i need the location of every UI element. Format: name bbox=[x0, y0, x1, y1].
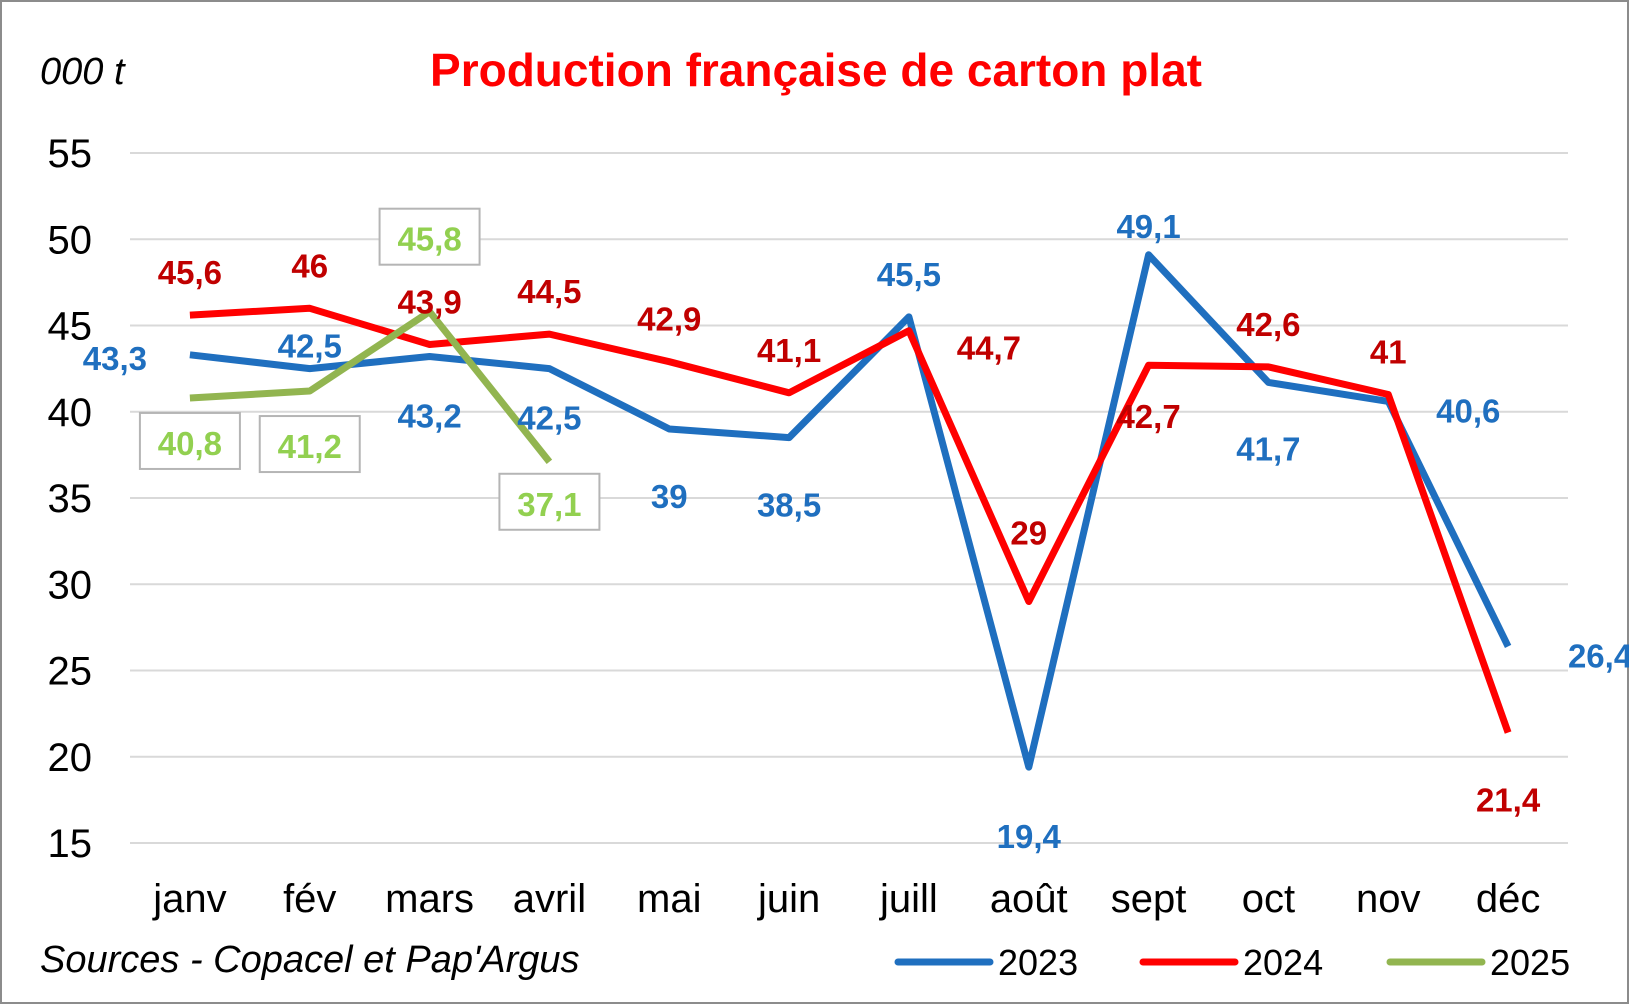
data-label-2025: 37,1 bbox=[517, 486, 581, 523]
y-tick-label: 30 bbox=[48, 563, 93, 607]
data-label-2023: 43,2 bbox=[397, 398, 461, 435]
x-tick-label: mars bbox=[385, 877, 474, 921]
chart-title: Production française de carton plat bbox=[430, 44, 1202, 96]
data-label-box bbox=[258, 415, 361, 474]
y-tick-label: 35 bbox=[48, 477, 93, 521]
x-tick-label: juill bbox=[879, 877, 938, 921]
data-label-2023: 42,5 bbox=[517, 400, 581, 437]
y-axis-ticks: 15 20 25 30 35 40 45 50 55 bbox=[48, 132, 93, 866]
data-label-2024: 41,1 bbox=[757, 332, 821, 369]
y-tick-label: 50 bbox=[48, 218, 93, 262]
data-label-2024: 44,7 bbox=[957, 330, 1021, 367]
x-tick-label: nov bbox=[1356, 877, 1421, 921]
series-line-2023 bbox=[189, 251, 1512, 771]
data-label-2023: 39 bbox=[651, 478, 688, 515]
data-label-2023: 42,5 bbox=[278, 328, 342, 365]
data-label-2024: 46 bbox=[291, 247, 328, 284]
x-tick-label: sept bbox=[1111, 877, 1187, 921]
data-label-2023: 45,5 bbox=[877, 256, 941, 293]
data-label-box bbox=[378, 207, 481, 266]
x-tick-label: avril bbox=[513, 877, 586, 921]
data-labels: 43,3 42,5 43,2 42,5 39 38,5 45,5 19,4 49,1 41,7 40… bbox=[83, 207, 1629, 855]
legend: 2023 2024 2025 bbox=[894, 942, 1570, 983]
data-label-2024: 29 bbox=[1010, 515, 1047, 552]
y-tick-label: 45 bbox=[48, 305, 93, 349]
data-label-2023: 40,6 bbox=[1436, 392, 1500, 429]
x-tick-label: janv bbox=[152, 877, 226, 921]
data-label-2024: 42,7 bbox=[1116, 398, 1180, 435]
y-tick-label: 40 bbox=[48, 391, 93, 435]
x-tick-label: déc bbox=[1476, 877, 1541, 921]
data-label-2023: 43,3 bbox=[83, 340, 147, 377]
legend-label-2023: 2023 bbox=[998, 942, 1078, 983]
data-label-2023: 19,4 bbox=[997, 818, 1062, 855]
data-label-box bbox=[138, 411, 241, 470]
y-tick-label: 15 bbox=[48, 822, 93, 866]
x-tick-label: juin bbox=[757, 877, 820, 921]
y-unit-label: 000 t bbox=[40, 51, 126, 93]
data-label-2024: 42,9 bbox=[637, 301, 701, 338]
x-tick-label: mai bbox=[637, 877, 701, 921]
data-label-2025: 45,8 bbox=[397, 221, 461, 258]
data-label-2025: 41,2 bbox=[278, 428, 342, 465]
data-label-2023: 26,4 bbox=[1568, 637, 1629, 674]
y-tick-label: 55 bbox=[48, 132, 93, 176]
series-lines bbox=[189, 251, 1512, 771]
data-label-2024: 21,4 bbox=[1476, 782, 1541, 819]
y-tick-label: 20 bbox=[48, 736, 93, 780]
data-label-2023: 49,1 bbox=[1116, 208, 1180, 245]
data-label-2025: 40,8 bbox=[158, 425, 222, 462]
gridlines bbox=[130, 152, 1568, 844]
x-tick-label: oct bbox=[1242, 877, 1295, 921]
data-label-box bbox=[498, 472, 601, 531]
series-line-2025 bbox=[189, 308, 553, 464]
y-tick-label: 25 bbox=[48, 650, 93, 694]
legend-label-2024: 2024 bbox=[1243, 942, 1323, 983]
data-label-2024: 41 bbox=[1370, 334, 1407, 371]
x-axis-ticks: janv fév mars avril mai juin juill août sept oct n… bbox=[152, 877, 1540, 921]
legend-label-2025: 2025 bbox=[1490, 942, 1570, 983]
x-tick-label: fév bbox=[283, 877, 336, 921]
data-label-2023: 38,5 bbox=[757, 487, 821, 524]
series-line-2024 bbox=[189, 304, 1512, 734]
data-label-2024: 42,6 bbox=[1236, 306, 1300, 343]
data-label-2023: 41,7 bbox=[1236, 430, 1300, 467]
data-label-2024: 45,6 bbox=[158, 254, 222, 291]
data-label-2024: 43,9 bbox=[397, 283, 461, 320]
x-tick-label: août bbox=[990, 877, 1068, 921]
source-note: Sources - Copacel et Pap'Argus bbox=[40, 939, 580, 981]
data-label-2024: 44,5 bbox=[517, 273, 581, 310]
